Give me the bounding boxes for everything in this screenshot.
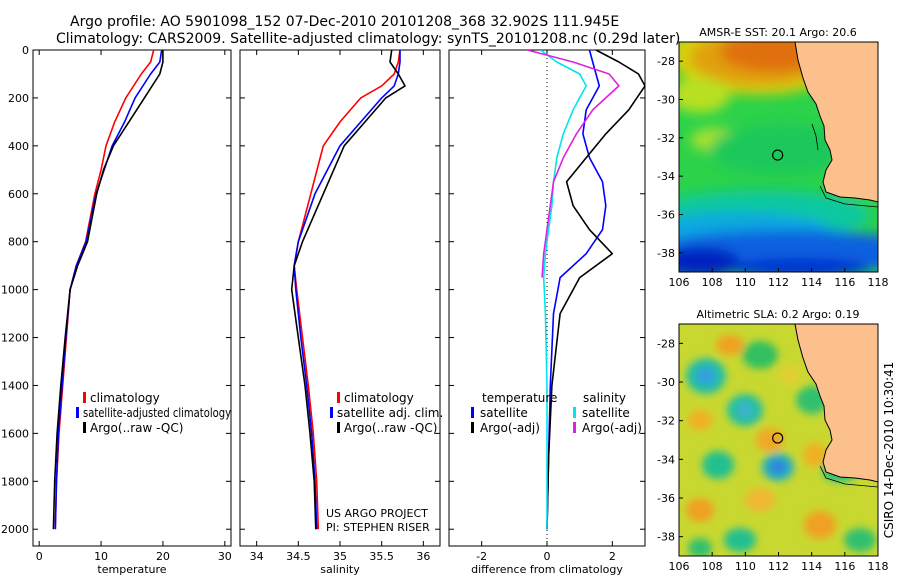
map-y-tick-label: -34 bbox=[657, 170, 675, 183]
x-tick-label: 35.5 bbox=[369, 550, 394, 563]
y-tick-label: 800 bbox=[8, 236, 29, 249]
salinity-legend-satellite: satellite adj. clim. bbox=[337, 406, 443, 420]
sst-land bbox=[794, 42, 878, 203]
y-tick-label: 1600 bbox=[1, 427, 29, 440]
x-axis-label: salinity bbox=[320, 563, 360, 576]
temperature-panel: 0 10 20 30 0 200 400 600 800 1000 1200 1400 1600 1800… bbox=[1, 44, 232, 576]
salinity-legend-climatology: climatology bbox=[344, 391, 414, 405]
temperature-legend: climatology satellite-adjusted climatolo… bbox=[76, 391, 231, 435]
map-x-tick-label: 106 bbox=[669, 276, 690, 289]
map-y-tick-label: -36 bbox=[657, 209, 675, 222]
x-tick-label: 20 bbox=[156, 550, 170, 563]
header-line-2: Climatology: CARS2009. Satellite-adjuste… bbox=[56, 31, 680, 47]
sst-argo-marker bbox=[772, 149, 784, 161]
map-x-tick-label: 110 bbox=[735, 276, 756, 289]
map-y-tick-label: -28 bbox=[657, 337, 675, 350]
series-line-satellite-adj-clim- bbox=[293, 50, 401, 530]
project-line-1: US ARGO PROJECT bbox=[326, 507, 428, 520]
difference-legend-salinity: salinity bbox=[583, 391, 626, 405]
map-x-tick-label: 116 bbox=[834, 560, 855, 573]
map-y-tick-label: -30 bbox=[657, 376, 675, 389]
panel-frame-1 bbox=[32, 49, 232, 547]
series-line-argo-raw-qc- bbox=[52, 50, 164, 530]
series-line-satellite bbox=[546, 50, 607, 530]
panel-frame-2 bbox=[239, 49, 441, 547]
difference-legend-temp-argo: Argo(-adj) bbox=[480, 421, 540, 435]
x-tick-label: 2 bbox=[609, 550, 616, 563]
y-tick-label: 600 bbox=[8, 188, 29, 201]
difference-legend-sal-satellite: satellite bbox=[582, 406, 630, 420]
x-axis-label: temperature bbox=[97, 563, 166, 576]
x-tick-label: 10 bbox=[94, 550, 108, 563]
header-line-1: Argo profile: AO 5901098_152 07-Dec-2010… bbox=[70, 14, 619, 30]
series-line-salinity-argo-adj- bbox=[527, 50, 620, 278]
y-tick-label: 0 bbox=[22, 44, 29, 57]
map-y-tick-label: -32 bbox=[657, 415, 675, 428]
sla-argo-marker bbox=[772, 432, 784, 444]
map-y-tick-label: -38 bbox=[657, 247, 675, 260]
x-tick-label: 36 bbox=[416, 550, 430, 563]
y-tick-label: 1400 bbox=[1, 379, 29, 392]
temperature-legend-satellite: satellite-adjusted climatology bbox=[83, 406, 231, 420]
temperature-legend-argo: Argo(..raw -QC) bbox=[90, 421, 183, 435]
y-tick-label: 1000 bbox=[1, 284, 29, 297]
salinity-legend-argo: Argo(..raw -QC) bbox=[344, 421, 437, 435]
map-y-tick-label: -28 bbox=[657, 55, 675, 68]
difference-legend-sal-argo: Argo(-adj) bbox=[582, 421, 642, 435]
map-y-tick-label: -32 bbox=[657, 132, 675, 145]
x-tick-label: 0 bbox=[544, 550, 551, 563]
map-y-tick-label: -36 bbox=[657, 492, 675, 505]
difference-legend-temp-satellite: satellite bbox=[480, 406, 528, 420]
map-x-tick-label: 114 bbox=[801, 560, 822, 573]
map-x-tick-label: 108 bbox=[702, 560, 723, 573]
x-axis-label: difference from climatology bbox=[471, 563, 623, 576]
x-tick-label: 34 bbox=[250, 550, 264, 563]
sla-map-title: Altimetric SLA: 0.2 Argo: 0.19 bbox=[696, 308, 859, 321]
map-x-tick-label: 108 bbox=[702, 276, 723, 289]
x-tick-label: -2 bbox=[476, 550, 487, 563]
map-x-tick-label: 118 bbox=[868, 560, 889, 573]
y-tick-label: 200 bbox=[8, 92, 29, 105]
sla-map: Altimetric SLA: 0.2 Argo: 0.19 bbox=[657, 308, 888, 573]
temperature-legend-climatology: climatology bbox=[90, 391, 160, 405]
series-line-argo-adj- bbox=[546, 50, 645, 530]
series-line-climatology bbox=[293, 50, 401, 530]
map-x-tick-label: 118 bbox=[868, 276, 889, 289]
map-x-tick-label: 106 bbox=[669, 560, 690, 573]
map-y-tick-label: -34 bbox=[657, 453, 675, 466]
map-x-tick-label: 112 bbox=[768, 276, 789, 289]
y-tick-label: 1800 bbox=[1, 475, 29, 488]
map-y-tick-label: -30 bbox=[657, 94, 675, 107]
csiro-timestamp: CSIRO 14-Dec-2010 10:30:41 bbox=[882, 362, 896, 539]
sla-land bbox=[794, 324, 878, 483]
map-x-tick-label: 112 bbox=[768, 560, 789, 573]
map-x-tick-label: 116 bbox=[834, 276, 855, 289]
series-line-argo-raw-qc- bbox=[290, 50, 406, 530]
y-tick-label: 2000 bbox=[1, 523, 29, 536]
difference-legend-temperature: temperature bbox=[482, 391, 557, 405]
project-line-2: PI: STEPHEN RISER bbox=[326, 521, 430, 534]
map-y-tick-label: -38 bbox=[657, 531, 675, 544]
x-tick-label: 30 bbox=[218, 550, 232, 563]
difference-legend: temperature satellite Argo(-adj) salinit… bbox=[471, 391, 642, 435]
y-tick-label: 400 bbox=[8, 140, 29, 153]
salinity-panel: 34 34.5 35 35.5 36 salinity bbox=[239, 49, 441, 576]
map-x-tick-label: 114 bbox=[801, 276, 822, 289]
map-x-tick-label: 110 bbox=[735, 560, 756, 573]
salinity-legend: climatology satellite adj. clim. Argo(..… bbox=[330, 391, 443, 435]
series-line-satellite-adjusted-climatology bbox=[54, 50, 163, 530]
sst-map: AMSR-E SST: 20.1 Argo: 20.6 bbox=[657, 26, 889, 289]
x-tick-label: 35 bbox=[333, 550, 347, 563]
x-tick-label: 34.5 bbox=[286, 550, 311, 563]
x-tick-label: 0 bbox=[36, 550, 43, 563]
y-tick-label: 1200 bbox=[1, 332, 29, 345]
sst-map-title: AMSR-E SST: 20.1 Argo: 20.6 bbox=[699, 26, 857, 39]
